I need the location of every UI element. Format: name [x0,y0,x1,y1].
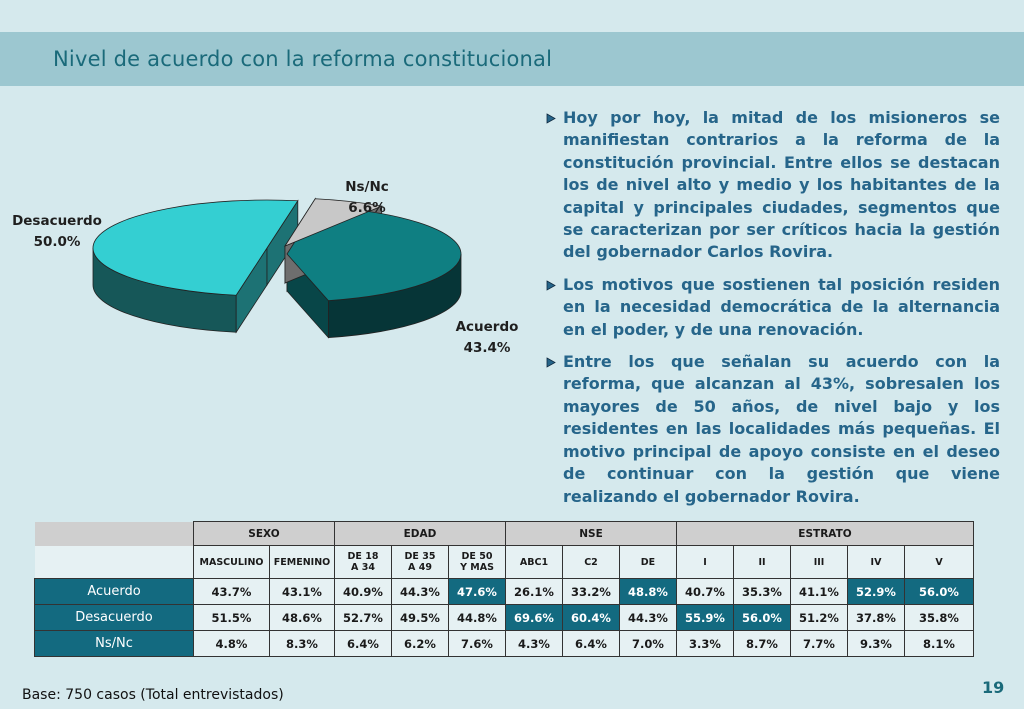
crosstab-table: SEXO EDAD NSE ESTRATO MASCULINO FEMENINO DE 1… [34,521,974,657]
pie-label-value: 50.0% [34,234,81,250]
bullet-arrow-icon [546,280,556,291]
table-cell: 8.7% [733,630,791,657]
table-cell: 47.6% [448,578,506,605]
pie-slice-top [286,206,462,302]
group-header-estrato: ESTRATO [676,521,974,546]
table-cell: 48.8% [619,578,677,605]
table-cell: 41.1% [790,578,848,605]
subheader-row: MASCULINO FEMENINO DE 18 A 34 DE 35 A 49 DE 50… [34,545,974,579]
table-cell: 60.4% [562,604,620,631]
table-row: Acuerdo 43.7% 43.1% 40.9% 44.3% 47.6% 26.1% 33.… [34,578,974,605]
page-title: Nivel de acuerdo con la reforma constitu… [53,47,553,71]
pie-label-value: 43.4% [464,340,511,356]
column-header: III [790,545,848,579]
bullet-item: Los motivos que sostienen tal posición r… [546,274,1000,341]
bullet-item: Hoy por hoy, la mitad de los misioneros … [546,107,1000,264]
table-row: Ns/Nc 4.8% 8.3% 6.4% 6.2% 7.6% 4.3% 6.4% 7.0% 3.3… [34,630,974,657]
table-cell: 43.7% [193,578,270,605]
table-cell: 7.6% [448,630,506,657]
column-header: II [733,545,791,579]
column-header: I [676,545,734,579]
pie-slice-top [93,199,299,296]
bullet-item: Entre los que señalan su acuerdo con la … [546,351,1000,508]
table-cell: 49.5% [391,604,449,631]
bullet-arrow-icon [546,357,556,368]
table-cell: 4.8% [193,630,270,657]
column-header: DE [619,545,677,579]
pie-label-name: Ns/Nc [345,179,389,195]
pie-label-name: Acuerdo [456,319,519,335]
table-cell: 56.0% [733,604,791,631]
pie-label-value: 6.6% [348,200,386,216]
group-header-edad: EDAD [334,521,506,546]
table-cell: 44.3% [619,604,677,631]
table-cell: 52.7% [334,604,392,631]
table-cell: 55.9% [676,604,734,631]
row-label: Ns/Nc [34,630,194,657]
column-header: ABC1 [505,545,563,579]
bullet-text: Los motivos que sostienen tal posición r… [563,274,1000,339]
table-corner [34,521,194,546]
title-bar [0,32,1024,86]
pie-slice-desacuerdo [92,199,299,334]
bullet-text: Hoy por hoy, la mitad de los misioneros … [563,108,1000,262]
bullet-arrow-icon [546,113,556,124]
table-cell: 51.2% [790,604,848,631]
column-header: FEMENINO [269,545,335,579]
table-cell: 56.0% [904,578,974,605]
table-cell: 7.7% [790,630,848,657]
table-cell: 69.6% [505,604,563,631]
pie-slice-top [283,198,384,247]
column-header: V [904,545,974,579]
table-cell: 7.0% [619,630,677,657]
group-header-nse: NSE [505,521,677,546]
column-header: MASCULINO [193,545,270,579]
table-cell: 6.4% [562,630,620,657]
table-cell: 43.1% [269,578,335,605]
table-cell: 6.4% [334,630,392,657]
table-cell: 40.9% [334,578,392,605]
table-cell: 6.2% [391,630,449,657]
pie-label-name: Desacuerdo [12,213,102,229]
table-cell: 48.6% [269,604,335,631]
pie-chart: Acuerdo 43.4% Desacuerdo 50.0% Ns/Nc 6.6% [12,179,519,356]
group-header-row: SEXO EDAD NSE ESTRATO [34,521,974,546]
column-header: DE 50 Y MAS [448,545,506,579]
table-cell: 8.3% [269,630,335,657]
table-cell: 52.9% [847,578,905,605]
table-cell: 35.8% [904,604,974,631]
row-label: Acuerdo [34,578,194,605]
base-note: Base: 750 casos (Total entrevistados) [22,687,284,703]
table-cell: 44.3% [391,578,449,605]
column-header: C2 [562,545,620,579]
table-cell: 9.3% [847,630,905,657]
table-cell: 33.2% [562,578,620,605]
column-header: DE 18 A 34 [334,545,392,579]
table-cell: 3.3% [676,630,734,657]
column-header: DE 35 A 49 [391,545,449,579]
table-cell: 44.8% [448,604,506,631]
group-header-sexo: SEXO [193,521,335,546]
column-header: IV [847,545,905,579]
page-number: 19 [982,678,1005,697]
table-row: Desacuerdo 51.5% 48.6% 52.7% 49.5% 44.8% 69.6%… [34,604,974,631]
row-label: Desacuerdo [34,604,194,631]
bullet-list: Hoy por hoy, la mitad de los misioneros … [546,107,1000,518]
table-corner [34,545,194,579]
table-cell: 4.3% [505,630,563,657]
table-cell: 26.1% [505,578,563,605]
table-cell: 40.7% [676,578,734,605]
table-cell: 35.3% [733,578,791,605]
bullet-text: Entre los que señalan su acuerdo con la … [563,352,1000,506]
table-cell: 51.5% [193,604,270,631]
table-cell: 8.1% [904,630,974,657]
table-cell: 37.8% [847,604,905,631]
